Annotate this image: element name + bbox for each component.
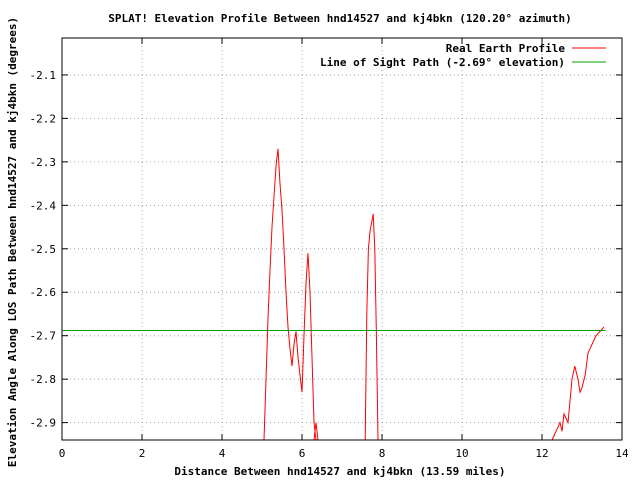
axis-ticks: 0 2 4 6 8 10 12 14 -2.1 -2.2 -2.3 -2.4 -2.5 -2.6 -2.7 -…: [30, 38, 629, 460]
legend-label-real-earth-profile: Real Earth Profile: [446, 42, 566, 55]
x-tick-label: 12: [535, 447, 548, 460]
y-tick-label: -2.6: [30, 286, 57, 299]
x-tick-label: 4: [219, 447, 226, 460]
y-tick-label: -2.7: [30, 330, 57, 343]
y-axis-label: Elevation Angle Along LOS Path Between h…: [6, 17, 19, 467]
y-tick-label: -2.3: [30, 156, 57, 169]
y-tick-label: -2.4: [30, 199, 57, 212]
y-tick-label: -2.1: [30, 69, 57, 82]
y-tick-label: -2.2: [30, 112, 57, 125]
x-tick-label: 0: [59, 447, 66, 460]
real-earth-profile-line: [551, 326, 605, 441]
x-axis-label: Distance Between hnd14527 and kj4bkn (13…: [174, 465, 505, 478]
x-tick-label: 2: [139, 447, 146, 460]
y-tick-label: -2.9: [30, 417, 57, 430]
real-earth-profile-line: [263, 148, 317, 441]
x-tick-label: 10: [455, 447, 468, 460]
x-tick-label: 14: [615, 447, 629, 460]
y-tick-label: -2.5: [30, 243, 57, 256]
chart-title: SPLAT! Elevation Profile Between hnd1452…: [108, 12, 572, 25]
real-earth-profile-line: [364, 213, 379, 441]
plot-frame: [61, 37, 623, 441]
grid-lines: [62, 38, 622, 440]
real-earth-profile-line: [313, 422, 319, 441]
data-series: [62, 148, 606, 441]
legend-label-line-of-sight: Line of Sight Path (-2.69° elevation): [320, 56, 565, 69]
legend: Real Earth Profile Line of Sight Path (-…: [320, 42, 606, 69]
y-tick-label: -2.8: [30, 373, 57, 386]
x-tick-label: 6: [299, 447, 306, 460]
x-tick-label: 8: [379, 447, 386, 460]
